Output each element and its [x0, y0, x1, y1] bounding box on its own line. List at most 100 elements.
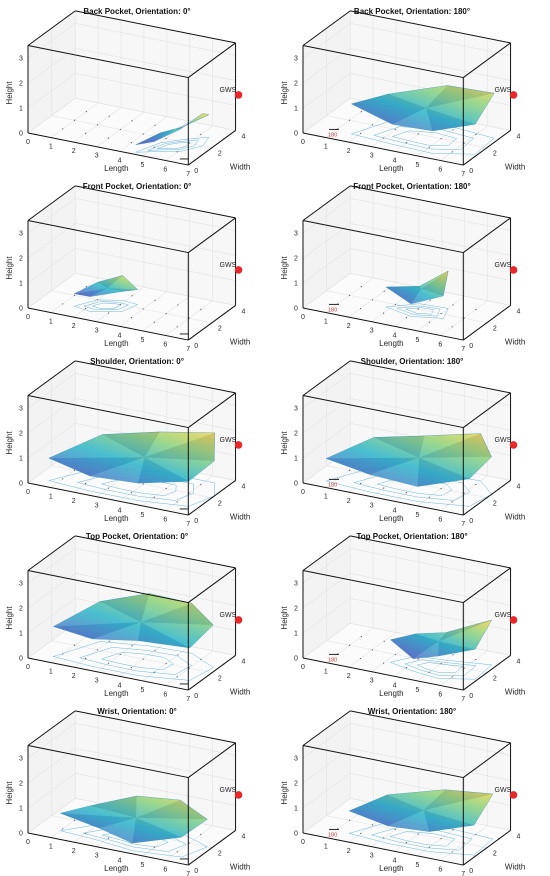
floor-dot: [348, 469, 351, 471]
floor-dot: [383, 640, 385, 642]
contour-line: [372, 126, 475, 150]
box-edge: [188, 42, 236, 78]
surface-facet: [100, 593, 150, 623]
floor-dot: [73, 294, 76, 296]
y-tick-label: 0: [469, 518, 473, 525]
x-tick-label: 7: [186, 696, 190, 703]
z-tick-label: 3: [19, 581, 23, 588]
floor-dot: [360, 657, 362, 660]
z-tick-label: 1: [19, 106, 23, 113]
x-tick-label: 4: [118, 682, 122, 689]
surface-facet: [423, 794, 493, 826]
scale-label: 180: [328, 132, 337, 138]
floor-dot: [348, 644, 351, 646]
surface-facet: [136, 800, 208, 820]
surface-facet: [387, 789, 445, 811]
floor-dot: [107, 662, 110, 664]
gws-label: GWS: [220, 787, 237, 794]
surface-patch: [350, 85, 495, 132]
y-tick-label: 0: [469, 693, 473, 700]
gws-label: GWS: [220, 87, 237, 94]
y-axis-label: Width: [505, 863, 525, 872]
box-frame: [27, 710, 237, 866]
z-tick-label: 2: [19, 781, 23, 788]
contour-line: [396, 305, 441, 317]
floor-dot: [440, 137, 442, 140]
y-tick-label: 2: [218, 501, 222, 508]
x-tick-label: 2: [72, 148, 76, 155]
x-tick-label: 1: [324, 669, 328, 676]
floor-dot: [108, 115, 110, 117]
y-axis-label: Width: [505, 338, 525, 347]
floor-dot: [154, 124, 156, 126]
floor-dot: [142, 658, 144, 660]
surface-facet: [326, 457, 420, 475]
y-axis-label: Width: [505, 163, 525, 172]
x-tick-label: 1: [324, 844, 328, 851]
floor-dot: [131, 295, 133, 297]
surface-patch: [59, 795, 208, 844]
box-edge: [302, 45, 464, 79]
surface-facet: [387, 810, 430, 832]
floor-dot: [96, 649, 99, 651]
box-edge: [27, 360, 76, 396]
floor-dot: [382, 662, 385, 664]
x-tick-label: 3: [370, 153, 374, 160]
x-tick-label: 2: [347, 673, 351, 680]
x-tick-label: 1: [324, 144, 328, 151]
z-tick-label: 0: [294, 131, 298, 138]
box-edge: [188, 480, 236, 516]
x-tick-label: 6: [163, 166, 167, 173]
y-tick-label: 0: [194, 518, 198, 525]
x-tick-label: 7: [186, 521, 190, 528]
box-edge: [463, 217, 511, 253]
y-tick-label: 2: [218, 326, 222, 333]
x-tick-label: 4: [118, 332, 122, 339]
box-edge: [188, 305, 236, 341]
floor-dot: [85, 110, 87, 113]
box-edge: [27, 710, 76, 746]
z-tick-label: 1: [19, 281, 23, 288]
floor-dot: [73, 119, 76, 121]
x-tick-label: 5: [141, 862, 145, 869]
surface-facet: [388, 85, 448, 108]
surface-facet: [74, 282, 108, 294]
surface: [48, 431, 215, 484]
x-tick-label: 0: [301, 139, 305, 146]
z-axis-label: Height: [280, 606, 289, 630]
x-axis-label: Length: [104, 514, 128, 523]
floor-dot: [130, 667, 133, 669]
contour-line: [73, 299, 139, 312]
x-tick-label: 2: [72, 848, 76, 855]
box-edge: [27, 832, 189, 866]
surface-patch: [73, 275, 139, 297]
x-tick-label: 0: [301, 489, 305, 496]
contour-line: [135, 136, 210, 153]
x-tick-label: 7: [461, 696, 465, 703]
surface-facet: [419, 433, 492, 458]
chart-title: Wrist, Orientation: 0°: [97, 707, 177, 716]
x-axis-label: Length: [379, 339, 403, 348]
surface: [385, 270, 449, 305]
box-edge: [302, 132, 464, 166]
surface-facet: [417, 457, 470, 487]
floor-dot: [200, 133, 202, 136]
surface: [348, 789, 494, 832]
box-edge: [188, 567, 236, 603]
z-tick-label: 3: [19, 756, 23, 763]
y-tick-label: 0: [469, 868, 473, 875]
contour-line: [78, 647, 193, 675]
floor-dot: [62, 128, 64, 130]
box-edge: [75, 535, 236, 569]
surface-facet: [136, 796, 181, 818]
x-tick-label: 5: [416, 337, 420, 344]
x-tick-label: 3: [370, 328, 374, 335]
y-tick-label: 0: [194, 343, 198, 350]
x-tick-label: 3: [370, 503, 374, 510]
box-edge: [350, 710, 511, 744]
y-axis-label: Width: [230, 688, 250, 697]
z-tick-label: 2: [19, 431, 23, 438]
floor-dot: [154, 299, 156, 301]
